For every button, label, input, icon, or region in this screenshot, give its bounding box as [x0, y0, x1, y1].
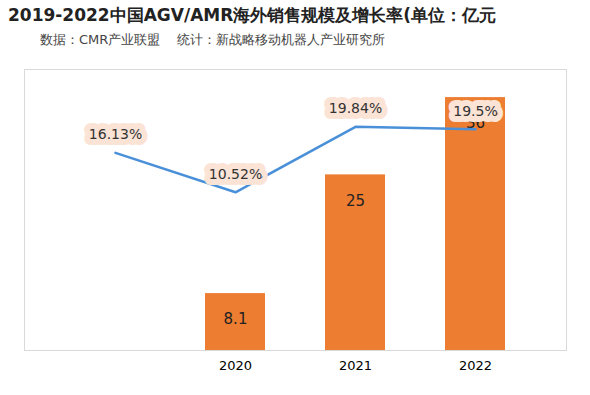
svg-text:10.52%: 10.52%: [209, 166, 262, 182]
svg-text:2021: 2021: [339, 358, 372, 373]
svg-text:2022: 2022: [459, 358, 492, 373]
html-text:数据：CMR产业联盟 统计：新战略移动机器人产业研究所: 数据：CMR产业联盟 统计：新战略移动机器人产业研究所: [40, 32, 385, 47]
svg-text:2020: 2020: [219, 358, 252, 373]
svg-text:19.5%: 19.5%: [453, 103, 497, 119]
svg-text:8.1: 8.1: [224, 310, 248, 328]
html-text:2019-2022中国AGV/AMR海外销售规模及增长率(单: 2019-2022中国AGV/AMR海外销售规模及增长率(单位：亿元: [8, 5, 497, 25]
svg-text:19.84%: 19.84%: [329, 100, 382, 116]
svg-text:25: 25: [346, 192, 365, 210]
svg-text:16.13%: 16.13%: [89, 126, 142, 142]
